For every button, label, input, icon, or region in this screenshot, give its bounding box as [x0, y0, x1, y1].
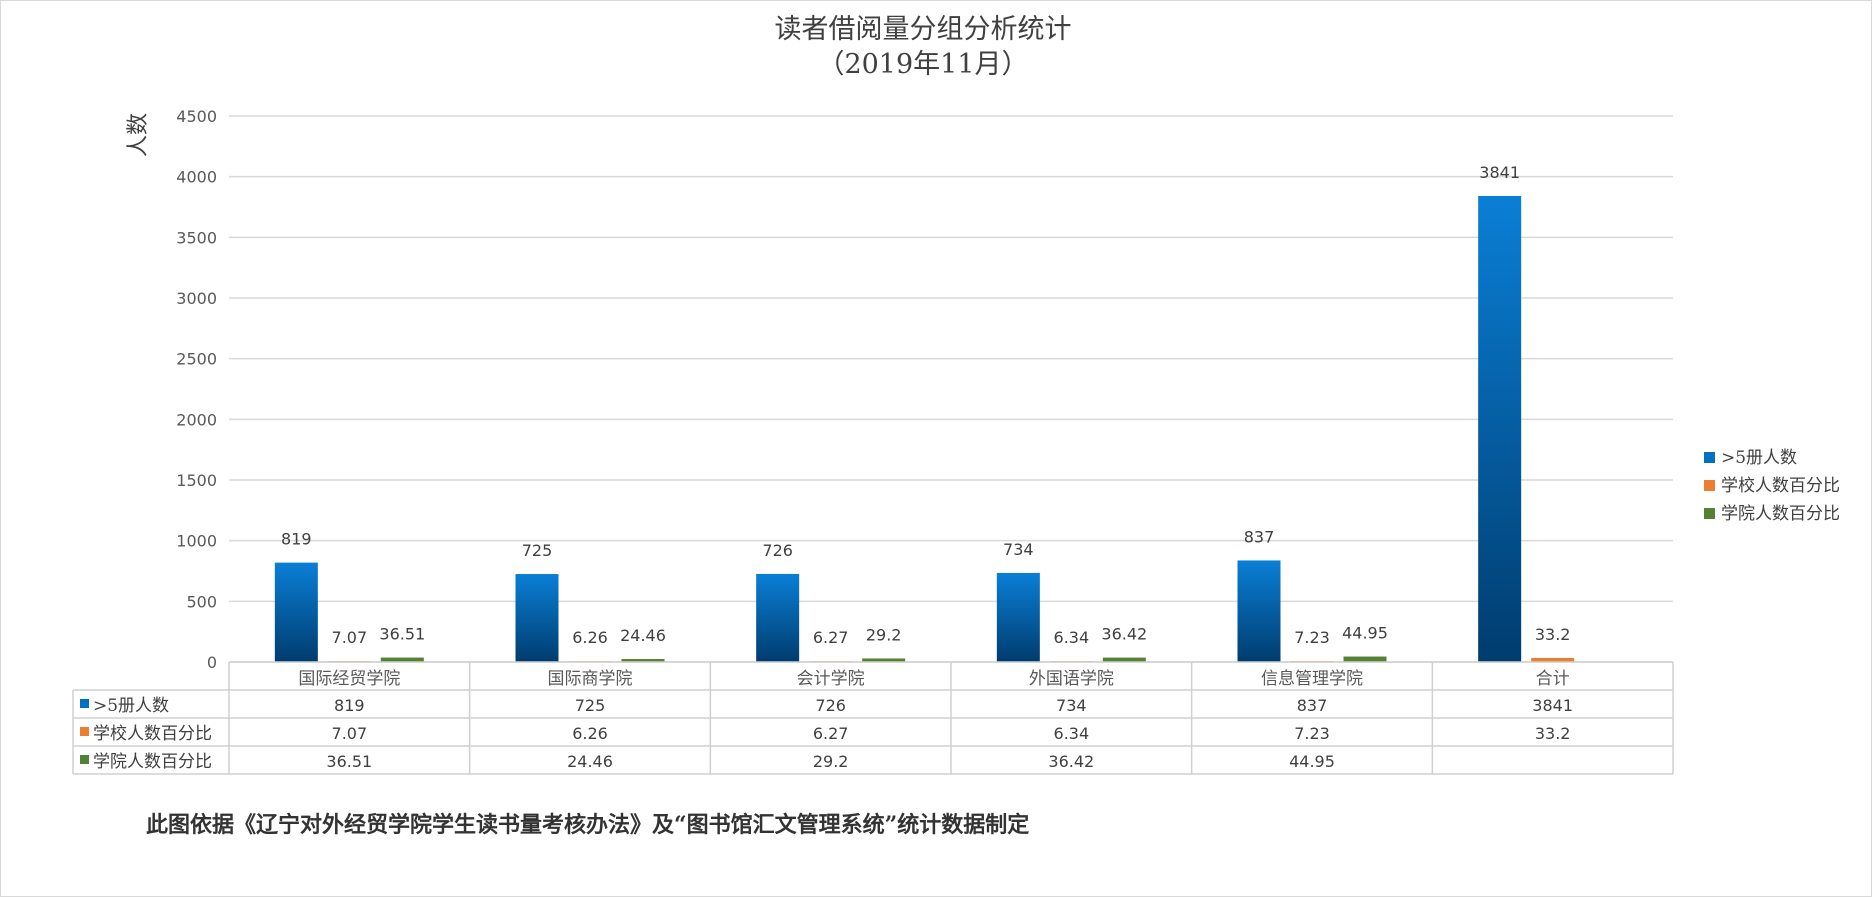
data-label: 725: [522, 541, 553, 560]
bar: [621, 659, 665, 662]
legend-label: 学院人数百分比: [1721, 504, 1840, 524]
bar: [380, 657, 424, 662]
category-label: 外国语学院: [1029, 669, 1114, 689]
table-cell: 36.42: [1048, 752, 1094, 771]
category-label: 合计: [1536, 669, 1570, 689]
bar: [862, 658, 906, 662]
bar: [756, 573, 800, 662]
category-label: 国际商学院: [548, 669, 633, 689]
bar: [1343, 656, 1387, 662]
table-row-label: 学院人数百分比: [93, 752, 212, 772]
category-label: 会计学院: [797, 669, 865, 689]
table-cell: 734: [1056, 696, 1087, 715]
table-cell: 6.26: [572, 724, 608, 743]
y-tick-label: 2500: [176, 350, 217, 369]
data-label: 6.26: [572, 628, 608, 647]
data-label: 44.95: [1342, 624, 1388, 643]
bar: [274, 562, 318, 662]
gridlines: [229, 115, 1673, 663]
data-label: 6.27: [813, 628, 849, 647]
data-label: 726: [762, 541, 793, 560]
table-cell: 837: [1297, 696, 1328, 715]
legend-swatch: [1704, 480, 1715, 491]
table-cell: 33.2: [1535, 724, 1571, 743]
y-axis-ticks: 0 500 1000 1500 2000 2500 3000 3500 4000 4500: [176, 107, 217, 672]
y-tick-label: 1500: [176, 471, 217, 490]
legend-swatch: [1704, 452, 1715, 463]
data-label: 7.07: [332, 628, 368, 647]
data-label: 33.2: [1535, 625, 1571, 644]
table-cell: 3841: [1532, 696, 1573, 715]
table-row-label: 学校人数百分比: [93, 724, 212, 744]
legend-label: >5册人数: [1721, 448, 1797, 468]
data-label: 837: [1244, 527, 1275, 546]
data-label: 3841: [1479, 163, 1520, 182]
data-label: 819: [281, 530, 312, 549]
table-cell: 6.34: [1054, 724, 1090, 743]
data-labels: 819 7.07 36.51 725 6.26 24.46 726 6.27 29.2 734 6.…: [281, 163, 1570, 647]
category-label: 国际经贸学院: [298, 669, 400, 689]
table-cell: 7.07: [332, 724, 368, 743]
data-label: 29.2: [866, 625, 902, 644]
bar: [996, 572, 1040, 662]
data-label: 36.42: [1101, 625, 1147, 644]
chart-title: 读者借阅量分组分析统计: [775, 14, 1072, 45]
y-tick-label: 500: [186, 592, 217, 611]
table-legend-key: [80, 755, 89, 764]
y-axis-label: 人数: [126, 113, 151, 157]
data-table: 国际经贸学院 国际商学院 会计学院 外国语学院 信息管理学院 合计 >5册人数 819 725 7…: [72, 661, 1674, 775]
bar: [1478, 195, 1522, 662]
y-tick-label: 3000: [176, 289, 217, 308]
y-tick-label: 2000: [176, 410, 217, 429]
data-label: 734: [1003, 540, 1034, 559]
data-label: 24.46: [620, 626, 666, 645]
table-legend-key: [80, 727, 89, 736]
table-cell: 7.23: [1294, 724, 1330, 743]
y-tick-label: 4500: [176, 107, 217, 126]
table-cell: 24.46: [567, 752, 613, 771]
data-label: 6.34: [1054, 628, 1090, 647]
bar: [515, 574, 559, 662]
table-cell: 6.27: [813, 724, 849, 743]
y-tick-label: 4000: [176, 168, 217, 187]
table-cell: 36.51: [326, 752, 372, 771]
source-note: 此图依据《辽宁对外经贸学院学生读书量考核办法》及“图书馆汇文管理系统”统计数据制…: [146, 812, 1029, 838]
table-legend-key: [80, 699, 89, 708]
data-label: 36.51: [379, 625, 425, 644]
table-cell: 819: [334, 696, 365, 715]
table-cell: 726: [815, 696, 846, 715]
legend-label: 学校人数百分比: [1721, 476, 1840, 496]
chart-subtitle: （2019年11月）: [817, 49, 1028, 80]
data-label: 7.23: [1294, 628, 1330, 647]
legend-swatch: [1704, 508, 1715, 519]
bar: [1237, 560, 1281, 662]
y-tick-label: 1000: [176, 532, 217, 551]
table-cell: 44.95: [1289, 752, 1335, 771]
table-cell: 725: [575, 696, 606, 715]
table-cell: 29.2: [813, 752, 849, 771]
category-label: 信息管理学院: [1261, 669, 1363, 689]
bars: [274, 195, 1575, 662]
y-tick-label: 0: [207, 653, 217, 672]
bar: [1531, 657, 1575, 662]
table-row-label: >5册人数: [93, 696, 169, 716]
y-tick-label: 3500: [176, 228, 217, 247]
bar: [1102, 657, 1146, 662]
